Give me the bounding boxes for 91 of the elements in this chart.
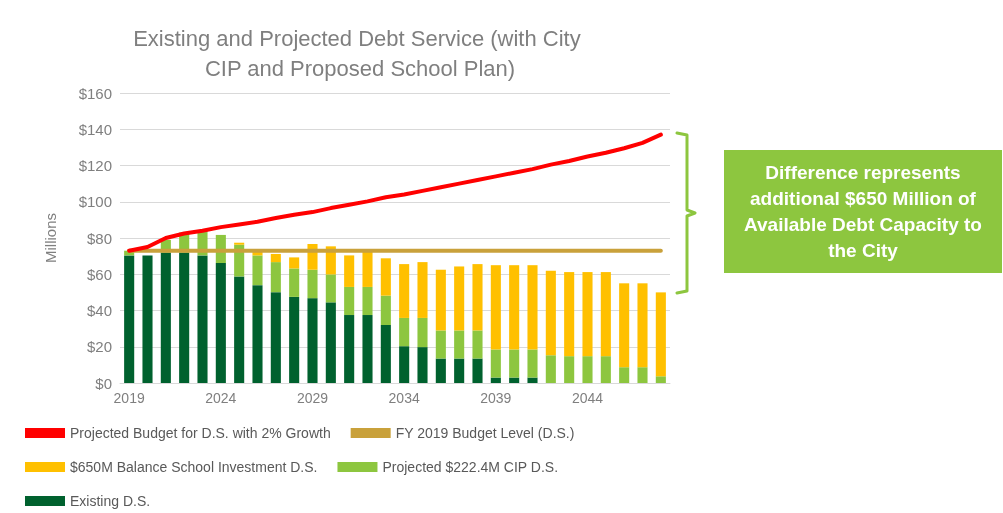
bar — [655, 292, 666, 377]
bar — [509, 265, 520, 350]
y-tick-label: $80 — [86, 229, 112, 247]
bar — [399, 346, 410, 383]
y-tick-label: $160 — [78, 84, 112, 102]
bar — [472, 264, 483, 331]
bar — [417, 317, 428, 348]
bar — [435, 330, 446, 359]
y-tick-label: $140 — [78, 120, 112, 138]
bar — [490, 377, 501, 383]
bar — [454, 266, 465, 331]
bar — [399, 317, 410, 347]
x-tick-label: 2034 — [388, 390, 420, 406]
y-tick-label: $20 — [86, 338, 112, 356]
bar — [472, 358, 483, 383]
bar — [197, 255, 208, 383]
x-tick-label: 2044 — [571, 390, 604, 406]
bar — [509, 349, 520, 378]
legend-label: $650M Balance School Investment D.S. — [70, 459, 318, 475]
bar — [362, 286, 373, 316]
bar — [234, 242, 245, 245]
bar — [490, 265, 501, 350]
bar — [289, 268, 300, 297]
bar — [252, 285, 263, 383]
chart-title: Existing and Projected Debt Service (with City CIP and Proposed School Plan) — [133, 25, 587, 81]
bar — [160, 252, 171, 383]
bar — [582, 272, 593, 357]
bar — [325, 302, 336, 383]
bar — [124, 255, 135, 383]
bar — [472, 330, 483, 359]
bar — [637, 367, 648, 383]
y-tick-label: $120 — [78, 157, 112, 174]
x-tick-label: 2019 — [113, 390, 145, 406]
bar — [454, 358, 465, 383]
bar — [380, 325, 391, 383]
text: Difference represents additional $650 Million of Available Debt Capacity to the City — [743, 160, 983, 263]
bar — [600, 272, 611, 357]
bar — [435, 358, 446, 383]
bar — [362, 251, 373, 287]
bar — [179, 252, 190, 383]
bar — [289, 257, 300, 269]
bar — [655, 376, 666, 383]
bar — [527, 265, 538, 350]
bar — [490, 349, 501, 378]
bar — [362, 315, 373, 383]
bar — [289, 296, 300, 383]
bar — [270, 292, 281, 383]
bar — [380, 258, 391, 296]
bar — [564, 356, 575, 383]
bar — [307, 298, 318, 383]
bar — [380, 295, 391, 325]
y-tick-label: $0 — [95, 374, 112, 392]
bar — [270, 253, 281, 263]
bar — [564, 272, 575, 357]
bar — [344, 255, 355, 287]
bar — [619, 283, 630, 368]
bar — [435, 269, 446, 331]
bar — [142, 255, 153, 383]
bar — [215, 263, 226, 383]
y-axis-title: Millions — [42, 212, 59, 264]
bar — [600, 356, 611, 383]
x-tick-label: 2039 — [480, 390, 512, 406]
bar — [307, 269, 318, 299]
bar — [527, 377, 538, 383]
bar — [252, 255, 263, 286]
y-tick-label: $100 — [78, 193, 112, 211]
bar — [545, 355, 556, 383]
bar — [344, 286, 355, 316]
bar — [454, 330, 465, 359]
bar — [509, 377, 520, 383]
legend-label: Existing D.S. — [70, 493, 151, 509]
bar — [582, 356, 593, 383]
y-tick-label: $60 — [86, 265, 112, 283]
legend-label: FY 2019 Budget Level (D.S.) — [395, 425, 575, 441]
legend-label: Projected $222.4M CIP D.S. — [382, 459, 559, 475]
bar — [399, 264, 410, 318]
bar — [344, 315, 355, 383]
bar — [637, 283, 648, 368]
bar — [234, 276, 245, 383]
bar — [325, 274, 336, 303]
line-series — [127, 132, 663, 253]
bar — [417, 347, 428, 383]
bar — [270, 262, 281, 293]
bar — [619, 367, 630, 383]
bar — [417, 262, 428, 318]
bar — [545, 270, 556, 356]
x-tick-label: 2029 — [296, 390, 329, 406]
legend-label: Projected Budget for D.S. with 2% Growth — [70, 425, 331, 441]
bar — [527, 349, 538, 378]
y-tick-label: $40 — [86, 302, 112, 319]
x-tick-label: 2024 — [205, 390, 237, 406]
